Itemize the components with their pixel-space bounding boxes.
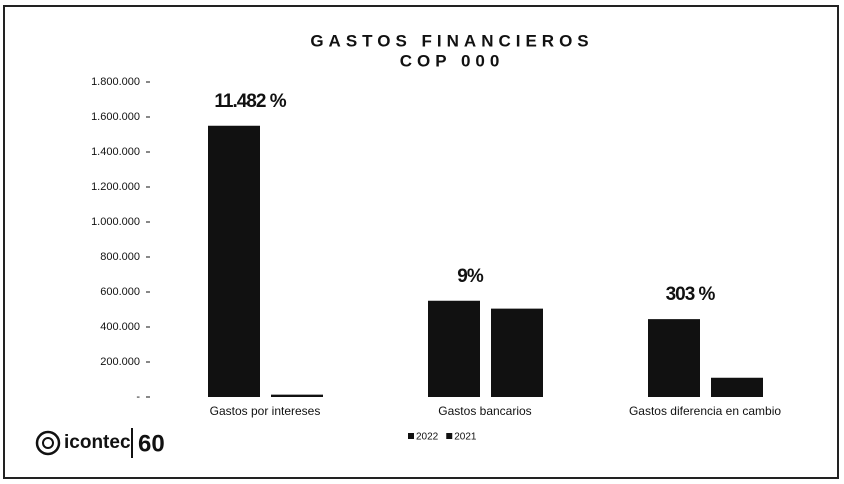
annotation: 303 % <box>666 284 716 305</box>
x-tick-label: Gastos diferencia en cambio <box>629 404 781 418</box>
y-tick-label: 1.800.000 <box>91 76 140 88</box>
logo-years: 60 <box>138 430 165 457</box>
annotation: 9% <box>457 266 484 287</box>
bar <box>271 394 323 397</box>
y-tick-label: 800.000 <box>100 251 140 263</box>
logo-name: icontec <box>64 432 131 453</box>
y-tick-label: - <box>136 391 140 403</box>
legend-swatch <box>446 433 453 439</box>
bar <box>428 300 480 397</box>
logo: icontec 60 <box>35 428 165 458</box>
legend-label: 2022 <box>416 432 439 443</box>
bar <box>648 319 700 397</box>
y-tick-label: 1.400.000 <box>91 146 140 158</box>
y-tick-label: 400.000 <box>100 321 140 333</box>
logo-icon <box>35 430 61 456</box>
y-tick-label: 600.000 <box>100 286 140 298</box>
bar <box>711 377 763 397</box>
x-tick-label: Gastos bancarios <box>438 404 531 418</box>
bar <box>208 125 260 397</box>
frame <box>3 5 839 479</box>
chart-title: GASTOS FINANCIEROS <box>310 31 593 50</box>
legend-label: 2021 <box>454 432 477 443</box>
logo-icon <box>42 437 54 449</box>
x-tick-label: Gastos por intereses <box>210 404 321 418</box>
y-tick-label: 200.000 <box>100 356 140 368</box>
annotation: 11.482 % <box>214 91 286 112</box>
bar <box>491 308 543 397</box>
y-tick-label: 1.000.000 <box>91 216 140 228</box>
y-tick-label: 1.600.000 <box>91 111 140 123</box>
legend-swatch <box>408 433 414 439</box>
chart-subtitle: COP 000 <box>400 51 505 70</box>
y-tick-label: 1.200.000 <box>91 181 140 193</box>
